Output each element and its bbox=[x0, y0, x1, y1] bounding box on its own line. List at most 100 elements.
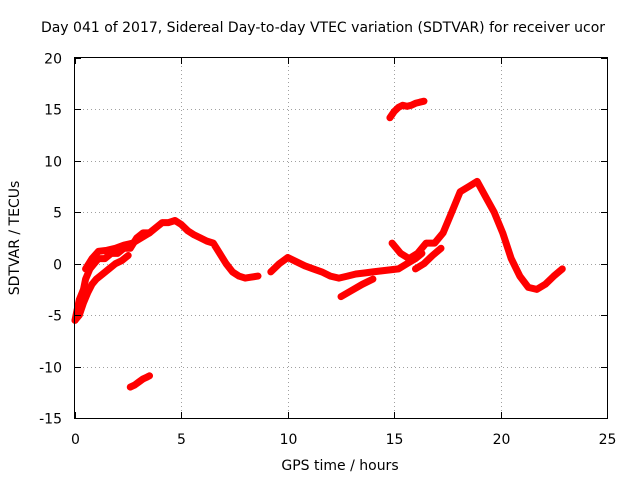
data-point bbox=[348, 287, 355, 294]
data-point bbox=[80, 299, 87, 306]
data-point bbox=[242, 274, 249, 282]
data-point bbox=[125, 252, 132, 259]
data-point bbox=[359, 281, 366, 288]
data-point bbox=[114, 250, 121, 257]
axis-ticks: 0 5 10 15 20 25 -15 -10 -5 0 5 10 15 20 bbox=[39, 52, 616, 449]
data-point bbox=[448, 209, 455, 216]
y-tick-label: 10 bbox=[44, 155, 62, 171]
data-point bbox=[533, 286, 540, 293]
data-point bbox=[474, 178, 481, 185]
data-point bbox=[210, 239, 217, 247]
data-point bbox=[395, 265, 402, 273]
trace-afternoon-lower bbox=[412, 244, 445, 273]
data-point bbox=[369, 268, 377, 276]
data-point bbox=[352, 270, 360, 278]
data-point bbox=[403, 260, 411, 267]
data-point bbox=[318, 268, 325, 276]
data-point bbox=[99, 270, 106, 278]
data-point bbox=[388, 239, 396, 247]
y-tick-label: 0 bbox=[53, 258, 62, 274]
data-point bbox=[337, 293, 345, 300]
data-point bbox=[82, 265, 89, 273]
trace-lower-island bbox=[126, 372, 153, 391]
data-point bbox=[93, 275, 100, 283]
grid bbox=[75, 58, 607, 418]
data-point bbox=[95, 248, 102, 255]
data-point bbox=[229, 268, 236, 276]
data-point bbox=[191, 231, 198, 239]
data-point bbox=[165, 219, 172, 226]
data-point bbox=[457, 188, 464, 195]
data-point bbox=[386, 114, 394, 121]
data-point bbox=[276, 260, 283, 267]
data-point bbox=[197, 234, 204, 242]
data-point bbox=[482, 193, 489, 201]
data-point bbox=[84, 289, 92, 296]
data-point bbox=[88, 281, 96, 288]
data-point bbox=[101, 255, 109, 262]
data-point bbox=[420, 98, 428, 105]
x-tick-label: 0 bbox=[71, 432, 80, 448]
trace-midday-lower bbox=[337, 275, 377, 301]
x-axis-label: GPS time / hours bbox=[281, 458, 398, 474]
x-tick-label: 15 bbox=[386, 432, 404, 448]
data-point bbox=[103, 247, 111, 254]
data-point bbox=[178, 221, 185, 228]
y-tick-label: 20 bbox=[44, 52, 62, 68]
trace-ribbon bbox=[412, 244, 445, 273]
data-point bbox=[344, 272, 351, 280]
data-point bbox=[378, 267, 385, 275]
data-point bbox=[397, 250, 404, 257]
trace-ribbon bbox=[71, 217, 262, 324]
data-point bbox=[112, 245, 119, 252]
data-point bbox=[491, 209, 498, 216]
data-point bbox=[137, 234, 145, 242]
data-point bbox=[105, 265, 113, 273]
data-point bbox=[146, 372, 153, 379]
data-point bbox=[171, 217, 179, 224]
data-point bbox=[88, 255, 96, 262]
data-point bbox=[386, 266, 394, 274]
data-point bbox=[414, 250, 421, 257]
data-point bbox=[293, 258, 300, 265]
data-point bbox=[267, 268, 274, 276]
y-tick-label: 15 bbox=[44, 103, 62, 119]
data-point bbox=[327, 272, 334, 280]
data-point bbox=[129, 239, 136, 247]
data-point bbox=[120, 242, 128, 249]
trace-ribbon bbox=[337, 275, 377, 301]
data-point bbox=[412, 265, 419, 273]
data-point bbox=[465, 183, 472, 190]
data-point bbox=[499, 229, 506, 237]
data-point bbox=[550, 272, 557, 280]
data-point bbox=[301, 262, 308, 269]
data-point bbox=[146, 229, 153, 237]
data-point bbox=[82, 275, 89, 283]
data-point bbox=[222, 260, 230, 267]
data-point bbox=[248, 273, 255, 281]
chart-title: Day 041 of 2017, Sidereal Day-to-day VTE… bbox=[41, 20, 605, 36]
data-point bbox=[361, 269, 368, 277]
y-tick-label: 5 bbox=[53, 206, 62, 222]
x-tick-label: 20 bbox=[493, 432, 511, 448]
data-point bbox=[508, 255, 515, 262]
x-tick-label: 5 bbox=[177, 432, 186, 448]
data-point bbox=[542, 281, 549, 288]
data-point bbox=[439, 229, 447, 237]
data-point bbox=[369, 275, 377, 283]
data-point bbox=[203, 237, 211, 245]
data-point bbox=[431, 239, 438, 247]
data-point bbox=[184, 227, 191, 234]
data-point bbox=[437, 245, 445, 252]
data-traces bbox=[71, 97, 566, 391]
data-point bbox=[254, 272, 262, 280]
trace-main-morning bbox=[71, 217, 262, 324]
data-point bbox=[118, 257, 126, 264]
data-point bbox=[216, 250, 223, 257]
data-point bbox=[152, 224, 160, 231]
x-tick-label: 25 bbox=[599, 432, 617, 448]
data-point bbox=[525, 284, 532, 291]
data-point bbox=[235, 272, 243, 280]
